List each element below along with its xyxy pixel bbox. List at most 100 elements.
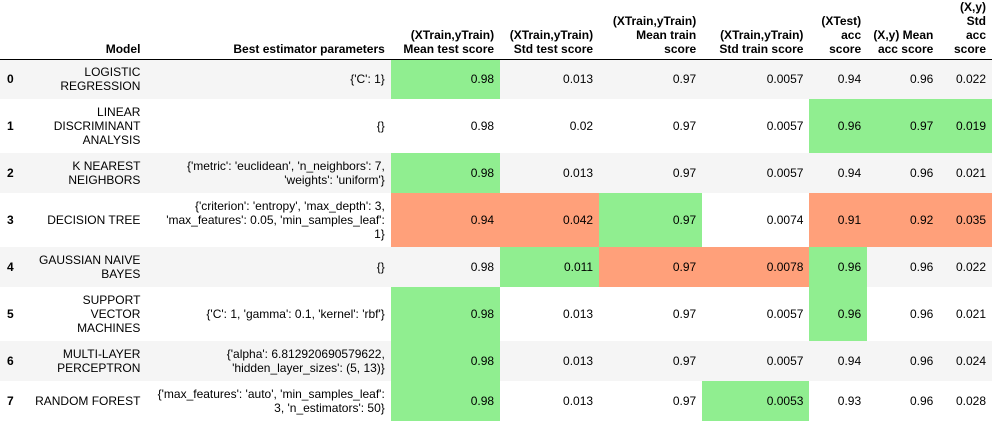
xy-mean-acc-score: 0.96	[909, 259, 934, 274]
std-train-score: 0.0057	[766, 118, 804, 133]
table-row: 6 MULTI-LAYER PERCEPTRON {'alpha': 6.812…	[0, 340, 992, 381]
row-index: 3	[7, 212, 14, 227]
xy-std-acc-score: 0.028	[955, 393, 986, 408]
xtest-acc-score: 0.91	[809, 192, 868, 247]
xy-mean-acc-score: 0.96	[909, 165, 934, 180]
best-params: {}	[376, 259, 385, 274]
header-model: Model	[105, 42, 141, 56]
std-train-score: 0.0057	[766, 306, 804, 321]
mean-test-score: 0.98	[390, 340, 501, 381]
std-test-score: 0.013	[563, 306, 594, 321]
xtest-acc-score: 0.96	[809, 286, 868, 341]
model-name: SUPPORT VECTOR MACHINES	[77, 292, 141, 335]
mean-test-score: 0.94	[390, 192, 501, 247]
header-index	[0, 0, 27, 60]
model-name: LOGISTIC REGRESSION	[60, 65, 141, 94]
model-name: GAUSSIAN NAIVE BAYES	[39, 252, 141, 281]
std-test-score: 0.011	[500, 246, 600, 287]
std-train-score: 0.0057	[766, 165, 804, 180]
xy-std-acc-score: 0.019	[939, 98, 992, 153]
std-test-score: 0.042	[500, 192, 600, 247]
xy-mean-acc-score: 0.96	[909, 72, 934, 87]
row-index: 6	[7, 353, 14, 368]
best-params: {'C': 1}	[350, 72, 385, 87]
row-index: 5	[7, 306, 14, 321]
header-params: Best estimator parameters	[233, 42, 385, 56]
xy-std-acc-score: 0.022	[955, 259, 986, 274]
xy-std-acc-score: 0.021	[955, 165, 986, 180]
best-params: {'metric': 'euclidean', 'n_neighbors': 7…	[186, 158, 385, 187]
mean-train-score: 0.97	[672, 306, 697, 321]
xtest-acc-score: 0.94	[837, 72, 862, 87]
std-train-score: 0.0057	[766, 72, 804, 87]
xy-std-acc-score: 0.022	[955, 72, 986, 87]
mean-test-score: 0.98	[470, 118, 495, 133]
model-name: K NEAREST NEIGHBORS	[68, 158, 141, 187]
row-index: 0	[7, 72, 14, 87]
mean-train-score: 0.97	[672, 118, 697, 133]
mean-train-score: 0.97	[599, 246, 703, 287]
xtest-acc-score: 0.94	[837, 165, 862, 180]
std-test-score: 0.013	[563, 165, 594, 180]
best-params: {'C': 1, 'gamma': 0.1, 'kernel': 'rbf'}	[206, 306, 385, 321]
xtest-acc-score: 0.93	[837, 393, 862, 408]
mean-test-score: 0.98	[390, 380, 501, 421]
header-xtest-acc-score: (XTest) acc score	[821, 14, 862, 56]
best-params: {'alpha': 6.812920690579622, 'hidden_lay…	[226, 346, 385, 375]
xtest-acc-score: 0.94	[837, 353, 862, 368]
model-name: RANDOM FOREST	[35, 393, 141, 408]
row-index: 1	[7, 118, 14, 133]
best-params: {'criterion': 'entropy', 'max_depth': 3,…	[166, 198, 385, 241]
table-row: 4 GAUSSIAN NAIVE BAYES {} 0.98 0.011 0.9…	[0, 246, 992, 287]
xtest-acc-score: 0.96	[809, 98, 868, 153]
std-train-score: 0.0074	[766, 212, 804, 227]
std-test-score: 0.02	[569, 118, 594, 133]
header-std-test-score: (XTrain,yTrain) Std test score	[509, 28, 594, 56]
table-row: 7 RANDOM FOREST {'max_features': 'auto',…	[0, 380, 992, 421]
xy-std-acc-score: 0.024	[955, 353, 986, 368]
mean-train-score: 0.97	[672, 353, 697, 368]
xy-mean-acc-score: 0.97	[867, 98, 940, 153]
header-mean-test-score: (XTrain,yTrain) Mean test score	[403, 28, 495, 56]
header-std-train-score: (XTrain,yTrain) Std train score	[719, 28, 804, 56]
xy-mean-acc-score: 0.96	[909, 353, 934, 368]
table-row: 3 DECISION TREE {'criterion': 'entropy',…	[0, 192, 992, 247]
header-xy-std-acc-score: (X,y) Std acc score	[953, 0, 986, 56]
best-params: {}	[376, 118, 385, 133]
mean-test-score: 0.98	[470, 259, 495, 274]
mean-test-score: 0.98	[390, 59, 501, 99]
mean-test-score: 0.98	[390, 286, 501, 341]
model-name: DECISION TREE	[47, 212, 141, 227]
xtest-acc-score: 0.96	[809, 246, 868, 287]
mean-train-score: 0.97	[599, 192, 703, 247]
mean-train-score: 0.97	[672, 72, 697, 87]
xy-mean-acc-score: 0.92	[867, 192, 940, 247]
mean-test-score: 0.98	[390, 152, 501, 193]
header-xy-mean-acc-score: (X,y) Mean acc score	[873, 28, 934, 56]
row-index: 7	[7, 393, 14, 408]
model-name: MULTI-LAYER PERCEPTRON	[57, 346, 141, 375]
header-row: Model Best estimator parameters (XTrain,…	[0, 0, 992, 60]
std-train-score: 0.0053	[702, 380, 810, 421]
table-row: 1 LINEAR DISCRIMINANT ANALYSIS {} 0.98 0…	[0, 98, 992, 153]
std-train-score: 0.0057	[766, 353, 804, 368]
model-name: LINEAR DISCRIMINANT ANALYSIS	[53, 104, 141, 147]
std-test-score: 0.013	[563, 353, 594, 368]
table-row: 0 LOGISTIC REGRESSION {'C': 1} 0.98 0.01…	[0, 59, 992, 99]
std-train-score: 0.0078	[702, 246, 810, 287]
xy-std-acc-score: 0.035	[939, 192, 992, 247]
row-index: 4	[7, 259, 14, 274]
std-test-score: 0.013	[563, 393, 594, 408]
xy-mean-acc-score: 0.96	[909, 393, 934, 408]
table-row: 2 K NEAREST NEIGHBORS {'metric': 'euclid…	[0, 152, 992, 193]
best-params: {'max_features': 'auto', 'min_samples_le…	[157, 386, 385, 415]
row-index: 2	[7, 165, 14, 180]
table-row: 5 SUPPORT VECTOR MACHINES {'C': 1, 'gamm…	[0, 286, 992, 341]
header-mean-train-score: (XTrain,yTrain) Mean train score	[612, 14, 697, 56]
mean-train-score: 0.97	[672, 393, 697, 408]
xy-std-acc-score: 0.021	[955, 306, 986, 321]
mean-train-score: 0.97	[672, 165, 697, 180]
xy-mean-acc-score: 0.96	[909, 306, 934, 321]
std-test-score: 0.013	[563, 72, 594, 87]
